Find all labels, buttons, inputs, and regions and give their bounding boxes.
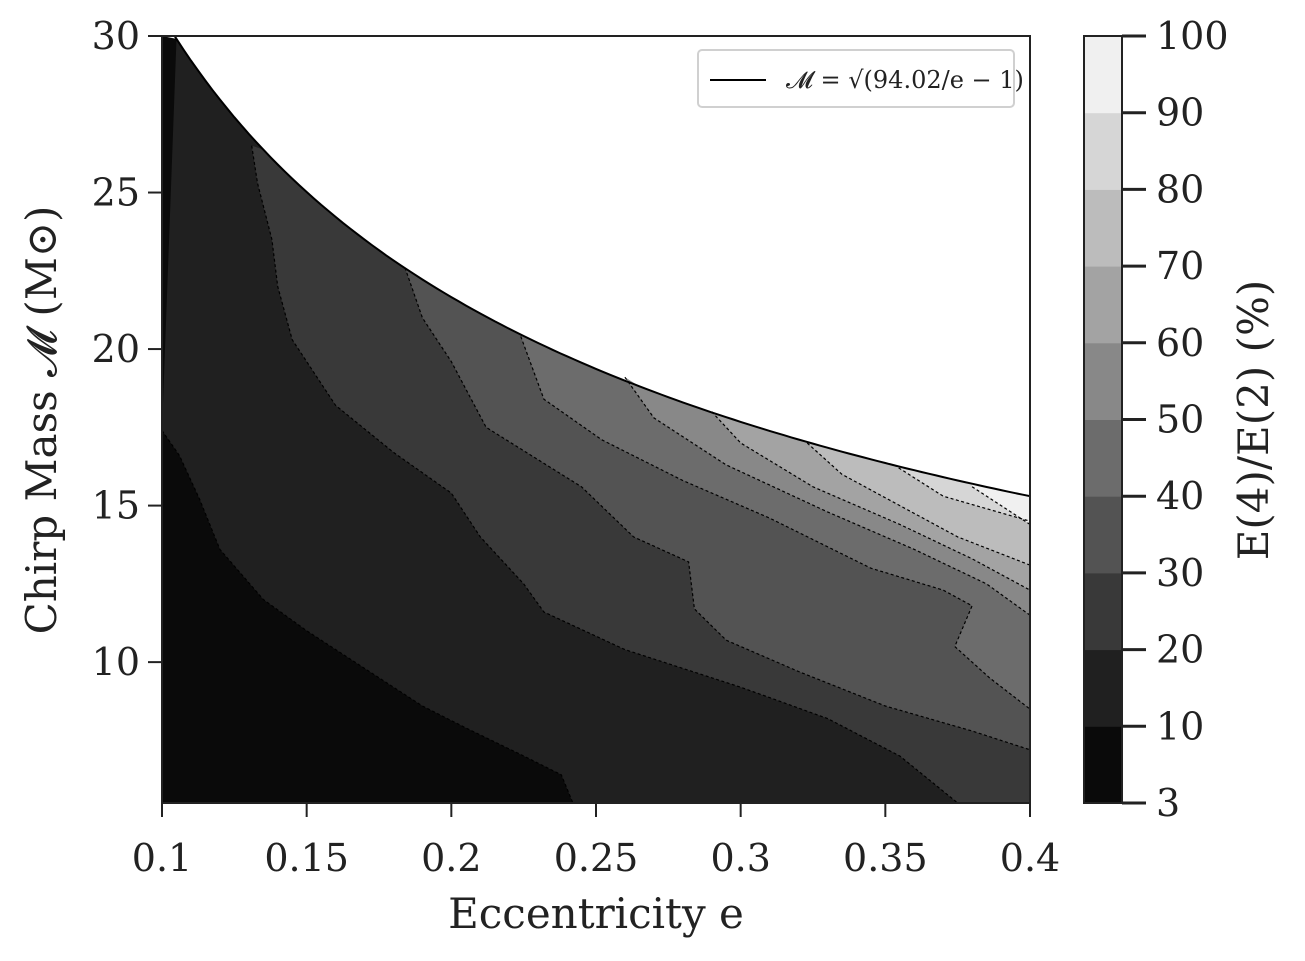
boundary-curve xyxy=(173,36,1030,498)
contour-line-40 xyxy=(520,336,1030,710)
legend-box xyxy=(697,49,1015,108)
colorbar-tick-label: 100 xyxy=(1156,14,1229,58)
colorbar-tick-label: 40 xyxy=(1156,474,1204,518)
contour-line-90 xyxy=(971,486,1030,525)
x-axis-title: Eccentricity e xyxy=(448,889,744,938)
colorbar-cell-80 xyxy=(1084,112,1122,190)
colorbar-tick-label: 80 xyxy=(1156,167,1204,211)
colorbar-tick-label: 90 xyxy=(1156,91,1204,135)
x-axis-ticks: 0.1 0.15 0.2 0.25 0.3 0.35 0.4 xyxy=(132,803,1060,880)
contour-lines xyxy=(162,145,1030,803)
colorbar-cells xyxy=(1084,36,1122,804)
colorbar-ticks: 3 10 20 30 40 50 60 70 80 90 100 xyxy=(1122,14,1229,825)
contour-bands xyxy=(162,36,1030,803)
colorbar-cell-3 xyxy=(1084,726,1122,804)
y-axis-title: Chirp Mass 𝓜 (M⊙) xyxy=(17,206,66,635)
x-tick-label: 0.2 xyxy=(421,836,481,880)
x-tick-label: 0.35 xyxy=(843,836,928,880)
colorbar-tick-label: 20 xyxy=(1156,628,1204,672)
colorbar-cell-50 xyxy=(1084,342,1122,420)
contour-line-30 xyxy=(404,267,1030,751)
contour-line-80 xyxy=(893,464,1030,522)
plot-area: 0.1 0.15 0.2 0.25 0.3 0.35 0.4 10 15 20 25 30 xyxy=(92,14,1061,880)
x-tick-label: 0.1 xyxy=(132,836,192,880)
colorbar-cell-20 xyxy=(1084,572,1122,651)
legend-label: 𝓜 = √(94.02/e − 1) xyxy=(786,66,1024,94)
contour-line-10 xyxy=(162,430,574,803)
contour-band-6 xyxy=(711,411,1030,591)
contour-band-8 xyxy=(894,464,1030,522)
colorbar: 3 10 20 30 40 50 60 70 80 90 100 E(4)/E(2) (%) xyxy=(1083,14,1278,825)
colorbar-tick-label: 50 xyxy=(1156,398,1204,442)
x-tick-label: 0.3 xyxy=(710,836,770,880)
colorbar-cell-90 xyxy=(1084,36,1122,114)
colorbar-tick-label: 3 xyxy=(1156,781,1180,825)
colorbar-tick-label: 30 xyxy=(1156,551,1204,595)
colorbar-tick-label: 10 xyxy=(1156,704,1204,748)
y-axis-ticks: 10 15 20 25 30 xyxy=(92,14,162,684)
contour-band-7 xyxy=(807,443,1030,566)
y-tick-label: 25 xyxy=(92,171,140,215)
x-tick-label: 0.25 xyxy=(554,836,639,880)
colorbar-cell-40 xyxy=(1084,419,1122,497)
contour-line-50 xyxy=(624,376,1030,616)
colorbar-title: E(4)/E(2) (%) xyxy=(1229,280,1278,561)
legend: 𝓜 = √(94.02/e − 1) xyxy=(697,49,1024,108)
colorbar-cell-30 xyxy=(1084,496,1122,574)
x-tick-label: 0.15 xyxy=(264,836,349,880)
y-tick-label: 30 xyxy=(92,14,140,58)
x-tick-label: 0.4 xyxy=(1000,836,1060,880)
contour-line-70 xyxy=(806,442,1030,566)
colorbar-tick-label: 70 xyxy=(1156,244,1204,288)
y-tick-label: 10 xyxy=(92,640,140,684)
colorbar-cell-10 xyxy=(1084,649,1122,727)
y-tick-label: 20 xyxy=(92,327,140,371)
y-tick-label: 15 xyxy=(92,484,140,528)
colorbar-cell-70 xyxy=(1084,189,1122,267)
contour-band-4 xyxy=(520,336,1030,710)
colorbar-cell-60 xyxy=(1084,266,1122,344)
contour-line-60 xyxy=(711,411,1030,591)
colorbar-tick-label: 60 xyxy=(1156,321,1204,365)
contour-line-20 xyxy=(251,145,959,803)
